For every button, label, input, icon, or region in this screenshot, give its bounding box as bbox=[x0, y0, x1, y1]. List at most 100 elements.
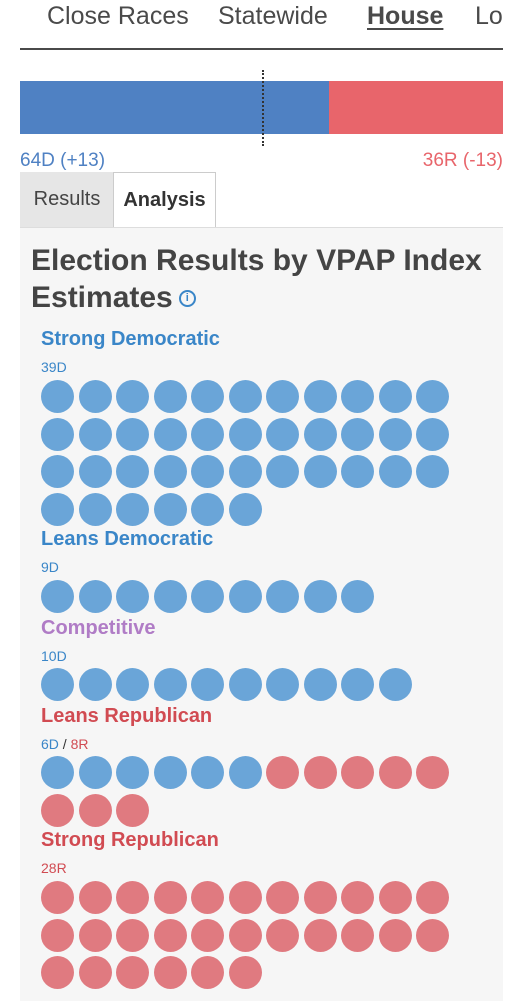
rep-seat-dot[interactable] bbox=[78, 918, 112, 952]
tab-house[interactable]: House bbox=[367, 2, 444, 30]
rep-seat-dot[interactable] bbox=[191, 881, 224, 914]
dem-seat-dot[interactable] bbox=[153, 756, 187, 789]
rep-seat-dot[interactable] bbox=[116, 956, 149, 989]
dem-seat-dot[interactable] bbox=[303, 455, 337, 488]
dem-seat-dot[interactable] bbox=[228, 455, 262, 488]
dem-seat-dot[interactable] bbox=[78, 492, 112, 526]
dem-seat-dot[interactable] bbox=[303, 580, 337, 613]
rep-seat-dot[interactable] bbox=[41, 793, 74, 827]
dem-seat-dot[interactable] bbox=[191, 756, 224, 789]
rep-seat-dot[interactable] bbox=[303, 881, 337, 914]
rep-seat-dot[interactable] bbox=[416, 881, 449, 914]
dem-seat-dot[interactable] bbox=[153, 380, 187, 413]
dem-seat-dot[interactable] bbox=[341, 668, 374, 701]
rep-seat-dot[interactable] bbox=[378, 881, 412, 914]
dem-seat-dot[interactable] bbox=[78, 380, 112, 413]
dem-seat-dot[interactable] bbox=[341, 417, 374, 451]
dem-seat-dot[interactable] bbox=[228, 580, 262, 613]
dem-seat-dot[interactable] bbox=[378, 668, 412, 701]
dem-seat-dot[interactable] bbox=[116, 668, 149, 701]
rep-seat-dot[interactable] bbox=[228, 956, 262, 989]
rep-seat-dot[interactable] bbox=[341, 756, 374, 789]
rep-seat-dot[interactable] bbox=[191, 956, 224, 989]
dem-seat-dot[interactable] bbox=[116, 756, 149, 789]
dem-seat-dot[interactable] bbox=[341, 580, 374, 613]
dem-seat-dot[interactable] bbox=[41, 492, 74, 526]
dem-seat-dot[interactable] bbox=[266, 580, 299, 613]
rep-seat-dot[interactable] bbox=[41, 918, 74, 952]
rep-seat-dot[interactable] bbox=[228, 918, 262, 952]
dem-seat-dot[interactable] bbox=[78, 455, 112, 488]
dem-seat-dot[interactable] bbox=[266, 455, 299, 488]
rep-seat-dot[interactable] bbox=[78, 881, 112, 914]
dem-seat-dot[interactable] bbox=[191, 492, 224, 526]
dem-seat-dot[interactable] bbox=[341, 455, 374, 488]
dem-seat-dot[interactable] bbox=[416, 417, 449, 451]
dem-seat-dot[interactable] bbox=[266, 417, 299, 451]
dem-seat-dot[interactable] bbox=[378, 455, 412, 488]
info-icon[interactable]: i bbox=[178, 290, 196, 307]
dem-seat-dot[interactable] bbox=[191, 455, 224, 488]
dem-seat-dot[interactable] bbox=[228, 380, 262, 413]
dem-seat-dot[interactable] bbox=[78, 668, 112, 701]
dem-seat-dot[interactable] bbox=[191, 380, 224, 413]
rep-seat-dot[interactable] bbox=[266, 918, 299, 952]
dem-seat-dot[interactable] bbox=[153, 417, 187, 451]
dem-seat-dot[interactable] bbox=[416, 455, 449, 488]
dem-seat-dot[interactable] bbox=[41, 380, 74, 413]
tab-local[interactable]: Lo bbox=[475, 2, 503, 30]
rep-seat-dot[interactable] bbox=[116, 881, 149, 914]
dem-seat-dot[interactable] bbox=[41, 580, 74, 613]
rep-seat-dot[interactable] bbox=[153, 956, 187, 989]
dem-seat-dot[interactable] bbox=[378, 417, 412, 451]
dem-seat-dot[interactable] bbox=[303, 668, 337, 701]
rep-seat-dot[interactable] bbox=[378, 756, 412, 789]
dem-seat-dot[interactable] bbox=[228, 492, 262, 526]
dem-seat-dot[interactable] bbox=[41, 417, 74, 451]
dem-seat-dot[interactable] bbox=[153, 455, 187, 488]
dem-seat-dot[interactable] bbox=[116, 455, 149, 488]
dem-seat-dot[interactable] bbox=[41, 668, 74, 701]
rep-seat-dot[interactable] bbox=[266, 756, 299, 789]
dem-seat-dot[interactable] bbox=[153, 492, 187, 526]
dem-seat-dot[interactable] bbox=[78, 756, 112, 789]
rep-seat-dot[interactable] bbox=[78, 793, 112, 827]
dem-seat-dot[interactable] bbox=[116, 380, 149, 413]
rep-seat-dot[interactable] bbox=[191, 918, 224, 952]
dem-seat-dot[interactable] bbox=[153, 668, 187, 701]
dem-seat-dot[interactable] bbox=[191, 580, 224, 613]
rep-seat-dot[interactable] bbox=[303, 756, 337, 789]
dem-seat-dot[interactable] bbox=[266, 380, 299, 413]
rep-seat-dot[interactable] bbox=[341, 881, 374, 914]
rep-seat-dot[interactable] bbox=[153, 918, 187, 952]
dem-seat-dot[interactable] bbox=[116, 417, 149, 451]
rep-seat-dot[interactable] bbox=[116, 793, 149, 827]
dem-seat-dot[interactable] bbox=[303, 380, 337, 413]
dem-seat-dot[interactable] bbox=[153, 580, 187, 613]
dem-seat-dot[interactable] bbox=[303, 417, 337, 451]
tab-close-races[interactable]: Close Races bbox=[47, 2, 189, 30]
dem-seat-dot[interactable] bbox=[378, 380, 412, 413]
rep-seat-dot[interactable] bbox=[116, 918, 149, 952]
rep-seat-dot[interactable] bbox=[416, 756, 449, 789]
rep-seat-dot[interactable] bbox=[41, 956, 74, 989]
dem-seat-dot[interactable] bbox=[41, 455, 74, 488]
dem-seat-dot[interactable] bbox=[41, 756, 74, 789]
dem-seat-dot[interactable] bbox=[191, 668, 224, 701]
dem-seat-dot[interactable] bbox=[116, 580, 149, 613]
rep-seat-dot[interactable] bbox=[378, 918, 412, 952]
tab-analysis[interactable]: Analysis bbox=[113, 172, 216, 227]
dem-seat-dot[interactable] bbox=[191, 417, 224, 451]
dem-seat-dot[interactable] bbox=[266, 668, 299, 701]
rep-seat-dot[interactable] bbox=[416, 918, 449, 952]
dem-seat-dot[interactable] bbox=[228, 417, 262, 451]
dem-seat-dot[interactable] bbox=[228, 756, 262, 789]
dem-seat-dot[interactable] bbox=[228, 668, 262, 701]
rep-seat-dot[interactable] bbox=[228, 881, 262, 914]
dem-seat-dot[interactable] bbox=[78, 417, 112, 451]
rep-seat-dot[interactable] bbox=[78, 956, 112, 989]
rep-seat-dot[interactable] bbox=[303, 918, 337, 952]
rep-seat-dot[interactable] bbox=[266, 881, 299, 914]
rep-seat-dot[interactable] bbox=[41, 881, 74, 914]
tab-statewide[interactable]: Statewide bbox=[218, 2, 328, 30]
